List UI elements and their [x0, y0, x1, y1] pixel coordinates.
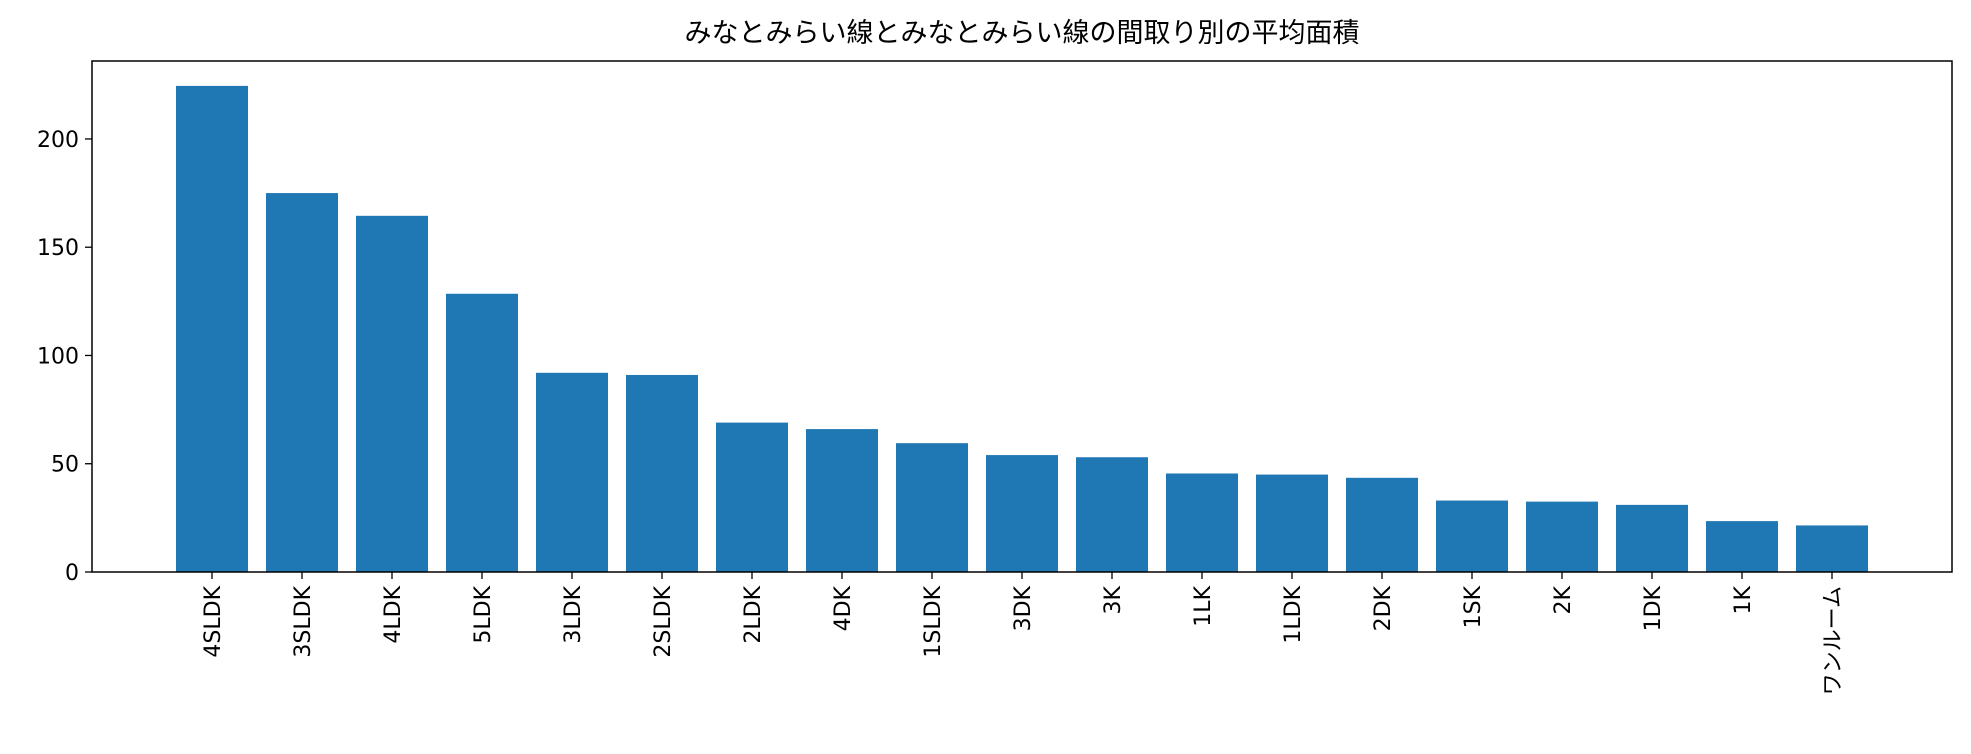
bar-2K — [1526, 501, 1598, 572]
y-tick-label: 150 — [37, 236, 79, 261]
bar-3LDK — [536, 372, 608, 572]
bar-2SLDK — [626, 374, 698, 572]
bar-1LK — [1166, 473, 1238, 572]
bar-1DK — [1616, 504, 1688, 572]
y-tick-label: 0 — [65, 561, 79, 586]
x-tick-label: 3LDK — [561, 585, 586, 643]
y-tick-label: 50 — [51, 453, 79, 478]
x-tick-label: ワンルーム — [1821, 586, 1846, 695]
bar-5LDK — [446, 293, 518, 572]
y-tick-label: 200 — [37, 128, 79, 153]
bar-1K — [1706, 521, 1778, 572]
bar-ワンルーム — [1796, 525, 1868, 572]
x-tick-label: 4SLDK — [201, 585, 226, 657]
bar-4DK — [806, 429, 878, 572]
x-tick-label: 3DK — [1011, 585, 1036, 631]
x-tick-label: 5LDK — [471, 585, 496, 643]
bar-1SLDK — [896, 443, 968, 572]
y-axis: 0 50 100 150 200 — [37, 128, 92, 586]
x-tick-label: 1K — [1731, 585, 1756, 614]
x-tick-label: 4LDK — [381, 585, 406, 643]
bar-4LDK — [356, 215, 428, 572]
x-tick-label: 3K — [1101, 585, 1126, 614]
x-tick-label: 2SLDK — [651, 585, 676, 657]
bar-3K — [1076, 457, 1148, 572]
bars-group — [176, 85, 1868, 572]
chart-title: みなとみらい線とみなとみらい線の間取り別の平均面積 — [685, 18, 1360, 49]
x-tick-label: 2DK — [1371, 585, 1396, 631]
x-tick-label: 1LDK — [1281, 585, 1306, 643]
x-tick-label: 1DK — [1641, 585, 1666, 631]
bar-3SLDK — [266, 193, 338, 572]
x-tick-label: 3SLDK — [291, 585, 316, 657]
x-tick-label: 1SLDK — [921, 585, 946, 657]
bar-2DK — [1346, 477, 1418, 572]
bar-3DK — [986, 455, 1058, 572]
x-tick-label: 1SK — [1461, 585, 1486, 628]
plot-frame — [91, 60, 1953, 573]
x-tick-label: 2K — [1551, 585, 1576, 614]
bar-2LDK — [716, 422, 788, 572]
x-tick-label: 1LK — [1191, 585, 1216, 626]
bar-1LDK — [1256, 474, 1328, 572]
x-axis: 4SLDK 3SLDK 4LDK 5LDK 3LDK 2SLDK 2LDK 4DK 1SLDK 3… — [201, 572, 1846, 695]
x-tick-label: 4DK — [831, 585, 856, 631]
y-tick-label: 100 — [37, 344, 79, 369]
x-tick-label: 2LDK — [741, 585, 766, 643]
bar-4SLDK — [176, 85, 248, 572]
bar-1SK — [1436, 500, 1508, 572]
